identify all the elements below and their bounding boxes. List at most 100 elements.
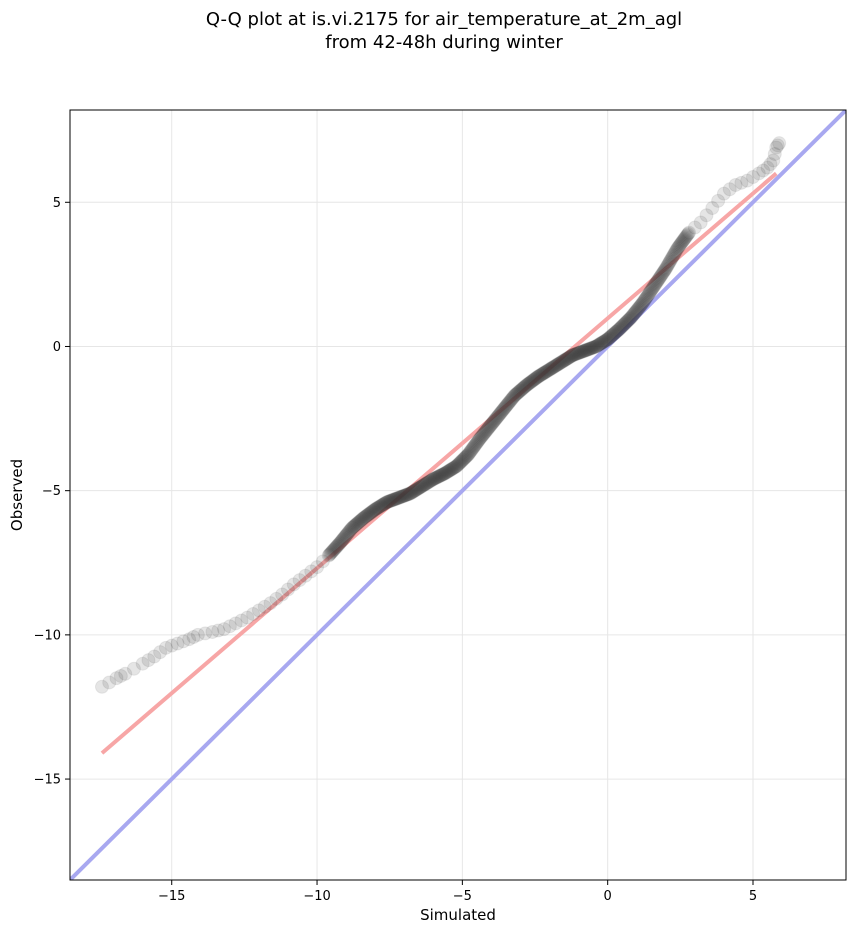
quantile-point bbox=[436, 467, 451, 482]
quantile-point bbox=[623, 311, 638, 326]
quantile-point bbox=[396, 489, 411, 504]
quantile-point bbox=[365, 504, 380, 519]
quantile-point bbox=[613, 321, 628, 336]
quantile-point bbox=[598, 333, 613, 348]
quantile-point bbox=[408, 483, 423, 498]
quantile-point bbox=[358, 509, 373, 524]
quantile-point bbox=[722, 182, 737, 197]
quantile-point bbox=[457, 451, 472, 466]
quantile-point bbox=[575, 344, 590, 359]
quantile-point bbox=[767, 146, 782, 161]
quantile-point bbox=[449, 459, 464, 474]
quantile-point bbox=[492, 407, 507, 422]
quantile-point bbox=[669, 242, 684, 257]
grid-lines bbox=[70, 110, 846, 880]
quantile-point bbox=[298, 568, 313, 583]
quantile-point bbox=[334, 534, 349, 549]
quantile-point bbox=[665, 250, 680, 265]
quantile-points bbox=[94, 136, 787, 694]
quantile-point bbox=[556, 353, 571, 368]
quantile-point bbox=[511, 384, 526, 399]
quantile-point bbox=[518, 379, 533, 394]
quantile-point bbox=[471, 434, 486, 449]
quantile-point bbox=[745, 170, 760, 185]
quantile-point bbox=[639, 290, 654, 305]
quantile-point bbox=[574, 344, 589, 359]
quantile-point bbox=[510, 386, 525, 401]
quantile-point bbox=[626, 307, 641, 322]
quantile-point bbox=[672, 239, 687, 254]
quantile-point bbox=[468, 437, 483, 452]
quantile-point bbox=[577, 343, 592, 358]
quantile-point bbox=[751, 166, 766, 181]
quantile-point bbox=[415, 478, 430, 493]
quantile-point bbox=[674, 235, 689, 250]
quantile-point bbox=[368, 502, 383, 517]
quantile-point bbox=[481, 421, 496, 436]
quantile-point bbox=[341, 525, 356, 540]
quantile-point bbox=[364, 505, 379, 520]
quantile-point bbox=[378, 495, 393, 510]
quantile-point bbox=[349, 517, 364, 532]
quantile-point bbox=[659, 260, 674, 275]
quantile-point bbox=[109, 671, 124, 686]
quantile-point bbox=[576, 344, 591, 359]
quantile-point bbox=[451, 457, 466, 472]
quantile-point bbox=[417, 477, 432, 492]
quantile-point bbox=[597, 334, 612, 349]
quantile-point bbox=[458, 450, 473, 465]
quantile-point bbox=[515, 381, 530, 396]
quantile-point bbox=[427, 471, 442, 486]
quantile-point bbox=[315, 554, 330, 569]
quantile-point bbox=[508, 387, 523, 402]
quantile-point bbox=[392, 490, 407, 505]
quantile-point bbox=[497, 400, 512, 415]
quantile-point bbox=[486, 415, 501, 430]
quantile-point bbox=[485, 416, 500, 431]
quantile-point bbox=[510, 385, 525, 400]
quantile-point bbox=[606, 327, 621, 342]
quantile-point bbox=[437, 466, 452, 481]
quantile-point bbox=[198, 626, 213, 641]
quantile-point bbox=[545, 361, 560, 376]
quantile-point bbox=[760, 160, 775, 175]
quantile-point bbox=[325, 543, 340, 558]
quantile-point bbox=[383, 493, 398, 508]
quantile-point bbox=[422, 474, 437, 489]
quantile-point bbox=[772, 136, 787, 151]
quantile-point bbox=[324, 544, 339, 559]
quantile-point bbox=[552, 356, 567, 371]
quantile-point bbox=[541, 363, 556, 378]
quantile-point bbox=[613, 320, 628, 335]
quantile-point bbox=[559, 352, 574, 367]
quantile-point bbox=[435, 467, 450, 482]
quantile-point bbox=[431, 469, 446, 484]
quantile-point bbox=[482, 419, 497, 434]
quantile-point bbox=[448, 459, 463, 474]
quantile-point bbox=[555, 354, 570, 369]
quantile-point bbox=[370, 500, 385, 515]
quantile-point bbox=[645, 281, 660, 296]
quantile-point bbox=[153, 645, 168, 660]
quantile-point bbox=[642, 286, 657, 301]
quantile-point bbox=[488, 412, 503, 427]
quantile-point bbox=[638, 291, 653, 306]
quantile-point bbox=[657, 262, 672, 277]
quantile-point bbox=[763, 157, 778, 172]
quantile-point bbox=[529, 370, 544, 385]
quantile-point bbox=[321, 548, 336, 563]
quantile-point bbox=[540, 364, 555, 379]
quantile-point bbox=[369, 501, 384, 516]
quantile-point bbox=[563, 349, 578, 364]
quantile-point bbox=[573, 345, 588, 360]
quantile-point bbox=[432, 468, 447, 483]
quantile-point bbox=[602, 330, 617, 345]
quantile-point bbox=[414, 479, 429, 494]
quantile-point bbox=[666, 248, 681, 263]
quantile-point bbox=[517, 379, 532, 394]
quantile-point bbox=[498, 399, 513, 414]
quantile-point bbox=[349, 516, 364, 531]
quantile-point bbox=[405, 485, 420, 500]
quantile-point bbox=[599, 333, 614, 348]
quantile-point bbox=[446, 461, 461, 476]
